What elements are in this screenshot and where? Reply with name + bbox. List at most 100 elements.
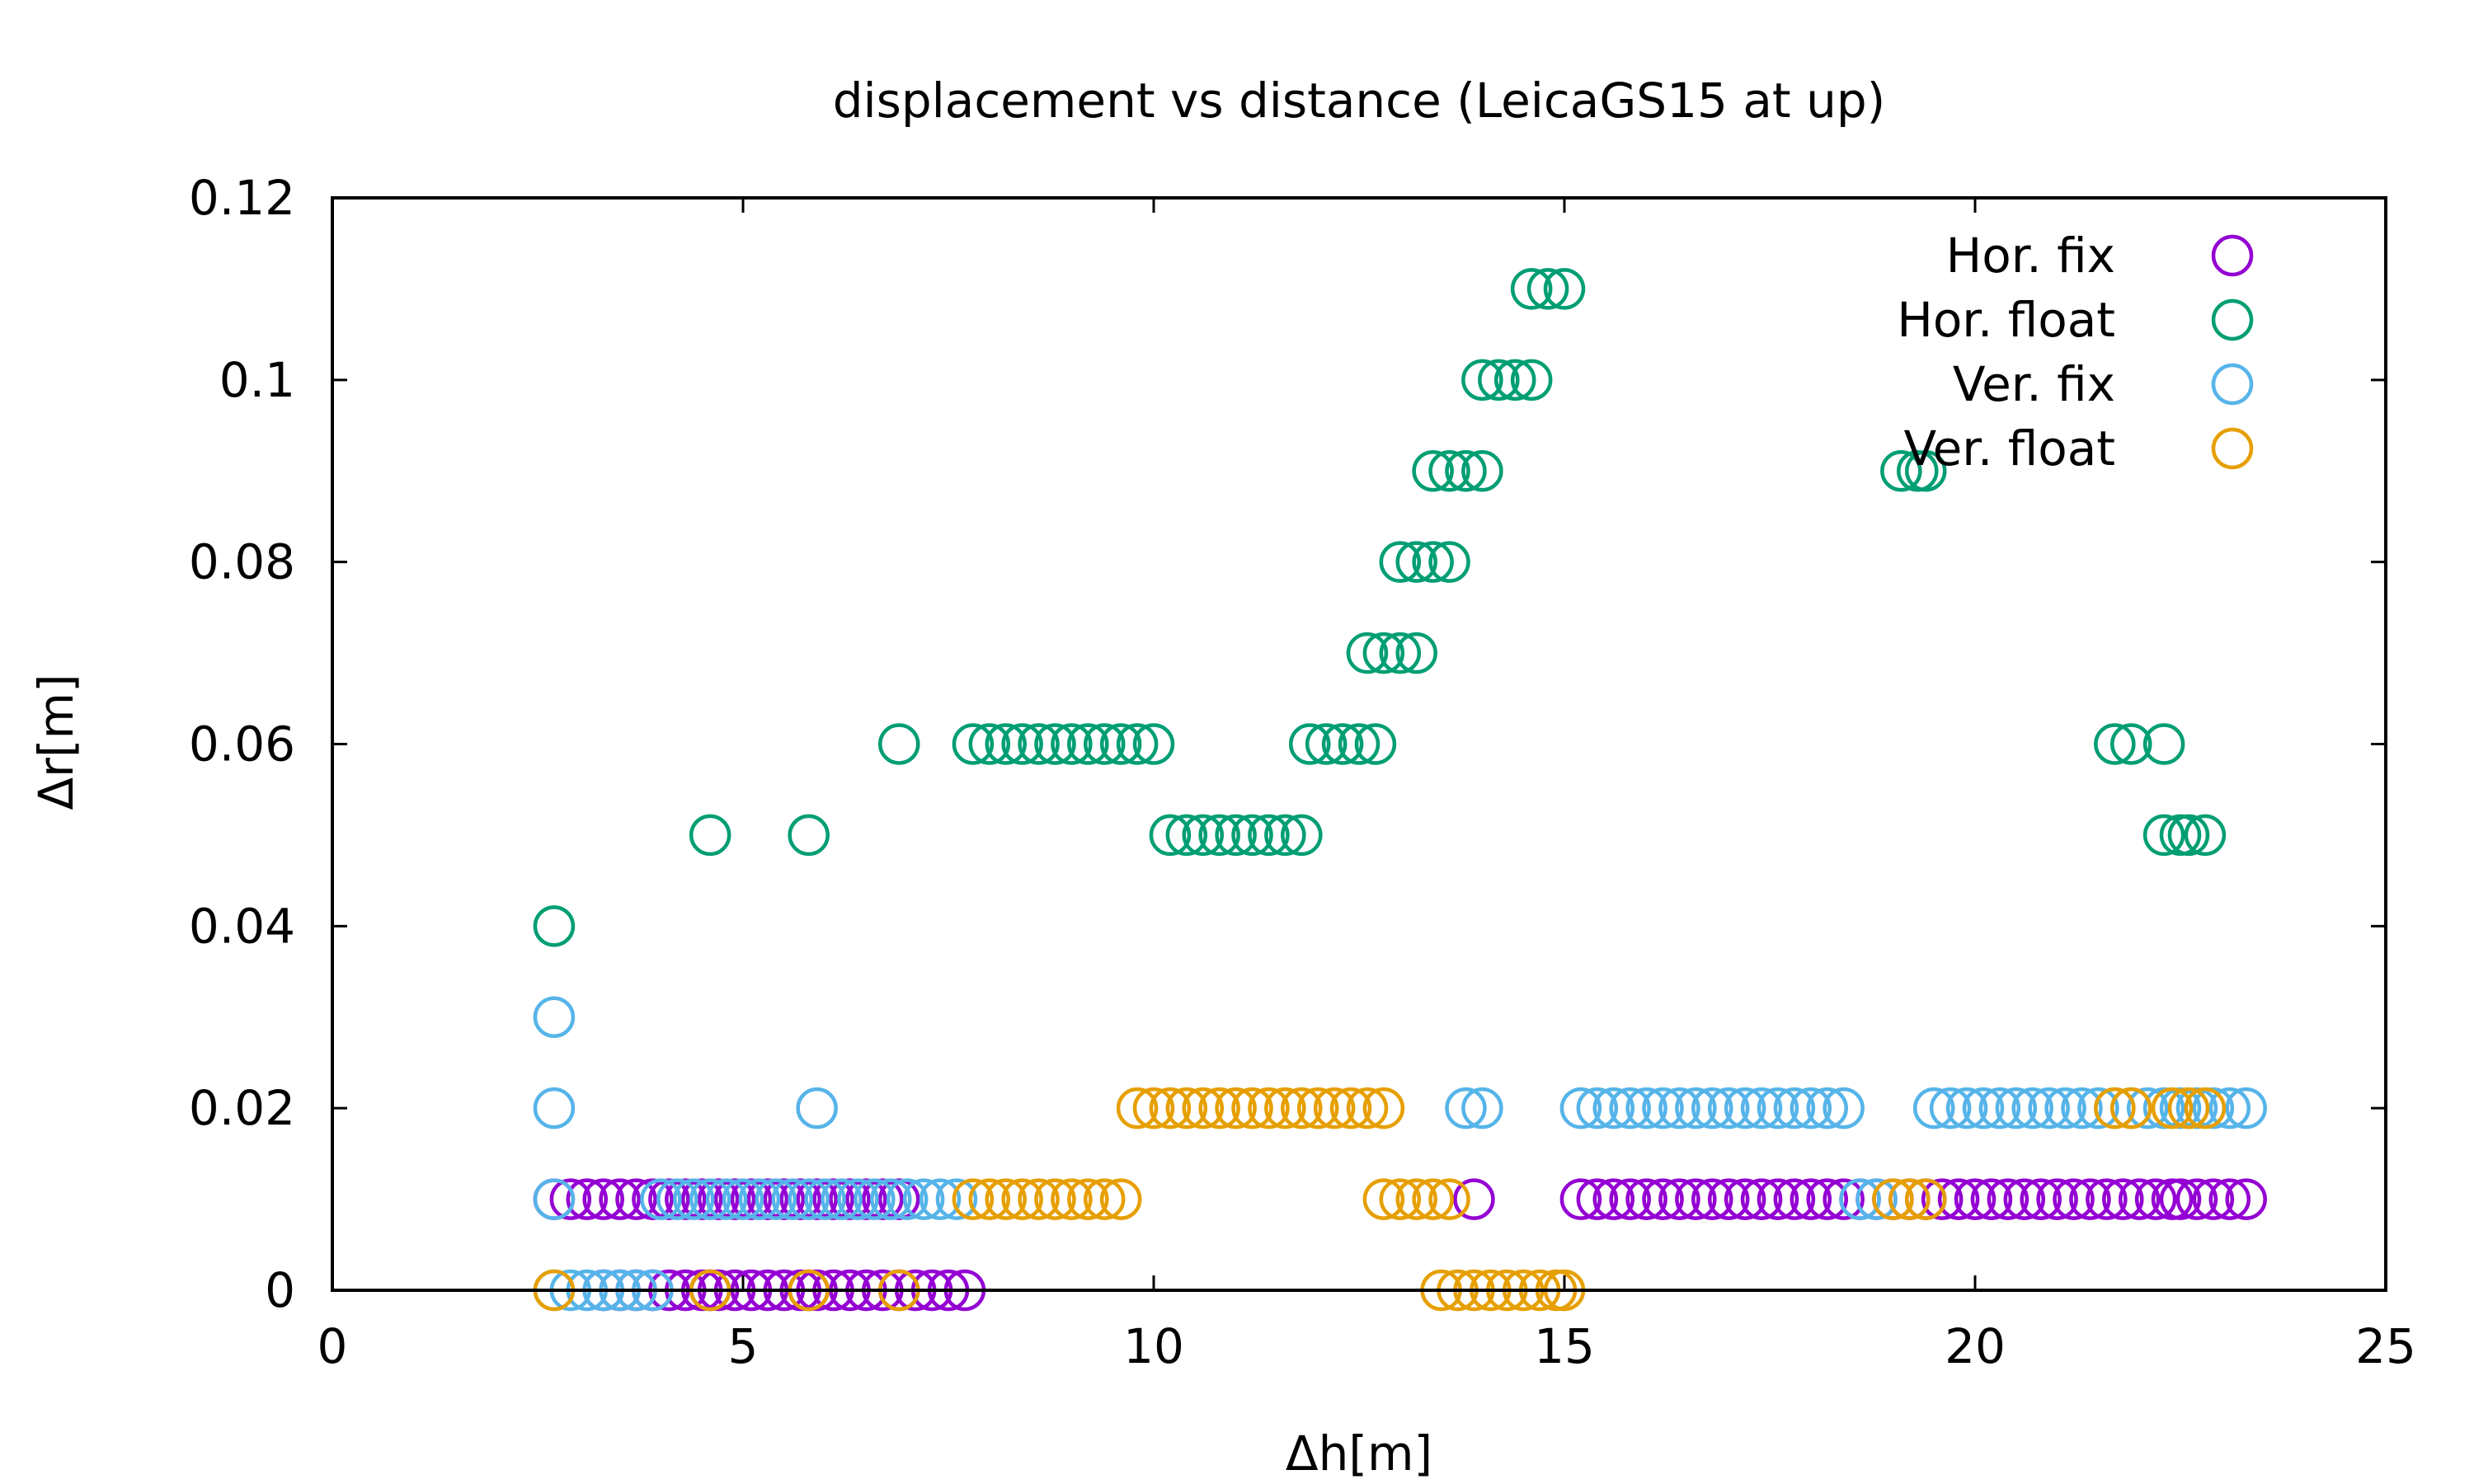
data-point xyxy=(1412,541,1454,583)
data-point xyxy=(1995,1087,2038,1129)
data-point xyxy=(1132,1087,1175,1129)
data-point xyxy=(952,723,995,765)
data-point xyxy=(1001,723,1043,765)
data-point xyxy=(672,1178,715,1220)
data-point xyxy=(1987,1178,2030,1220)
data-point xyxy=(2142,723,2185,765)
legend-marker xyxy=(2211,427,2254,470)
data-point xyxy=(1083,723,1126,765)
data-point xyxy=(722,1178,764,1220)
y-tick-label: 0.06 xyxy=(189,716,295,773)
data-point xyxy=(533,1178,576,1220)
legend-label: Hor. float xyxy=(1897,292,2115,348)
data-point xyxy=(2225,1178,2267,1220)
data-point xyxy=(854,1178,896,1220)
data-point xyxy=(1707,1178,1750,1220)
data-point xyxy=(1428,541,1470,583)
plot-layer xyxy=(533,268,2267,1312)
data-point xyxy=(1757,1178,1799,1220)
data-point xyxy=(1001,1178,1043,1220)
series-4 xyxy=(533,1087,2227,1312)
data-point xyxy=(705,1178,748,1220)
data-point xyxy=(796,1087,838,1129)
data-point xyxy=(2109,723,2152,765)
data-point xyxy=(952,1178,995,1220)
data-point xyxy=(1912,1087,1955,1129)
data-point xyxy=(1724,1087,1766,1129)
legend-marker xyxy=(2211,363,2254,406)
data-point xyxy=(1461,450,1503,492)
data-point xyxy=(1625,1178,1667,1220)
data-point xyxy=(2225,1087,2267,1129)
data-point xyxy=(1872,1178,1914,1220)
data-point xyxy=(1773,1178,1816,1220)
data-point xyxy=(1346,1087,1389,1129)
data-point xyxy=(1198,814,1240,857)
data-point xyxy=(755,1178,797,1220)
data-point xyxy=(1559,1178,1602,1220)
y-tick-label: 0.04 xyxy=(189,898,295,954)
data-point xyxy=(1321,723,1364,765)
data-point xyxy=(1970,1178,2013,1220)
data-point xyxy=(1379,632,1422,674)
data-point xyxy=(1231,1087,1273,1129)
data-point xyxy=(1880,450,1922,492)
data-point xyxy=(533,1087,576,1129)
data-point xyxy=(1198,1087,1240,1129)
data-point xyxy=(1790,1178,1832,1220)
data-point xyxy=(549,1178,592,1220)
data-point xyxy=(1362,632,1405,674)
data-point xyxy=(2167,814,2210,857)
data-point xyxy=(1018,1178,1060,1220)
data-point xyxy=(1362,1178,1405,1220)
data-point xyxy=(2036,1178,2078,1220)
data-point xyxy=(1182,1087,1225,1129)
data-point xyxy=(2020,1178,2062,1220)
data-point xyxy=(1116,723,1159,765)
data-point xyxy=(1099,723,1142,765)
data-point xyxy=(1675,1087,1717,1129)
data-point xyxy=(1592,1178,1635,1220)
data-point xyxy=(1165,814,1208,857)
data-point xyxy=(2053,1178,2095,1220)
data-point xyxy=(1288,723,1331,765)
axes-layer: 0 5 10 15 20 25 0 0.02 0.04 0.06 0.08 0.1 0.12 xyxy=(189,170,2416,1374)
data-point xyxy=(582,1178,624,1220)
x-tick-label: 10 xyxy=(1123,1318,1184,1374)
legend-marker xyxy=(2211,234,2254,277)
data-point xyxy=(1978,1087,2021,1129)
data-point xyxy=(1478,359,1520,402)
data-point xyxy=(1132,723,1175,765)
data-point xyxy=(2192,1178,2235,1220)
data-point xyxy=(2061,1087,2103,1129)
data-point xyxy=(2094,723,2136,765)
data-point xyxy=(1806,1178,1848,1220)
data-point xyxy=(1313,1087,1356,1129)
data-point xyxy=(1034,1178,1076,1220)
data-point xyxy=(1740,1178,1783,1220)
data-point xyxy=(1461,359,1503,402)
data-point xyxy=(1305,723,1348,765)
x-tick-label: 15 xyxy=(1534,1318,1595,1374)
series-2 xyxy=(533,268,2227,947)
data-point xyxy=(1428,450,1470,492)
data-point xyxy=(2109,1087,2152,1129)
data-point xyxy=(1888,1178,1931,1220)
data-point xyxy=(1806,1087,1848,1129)
x-tick-label: 25 xyxy=(2355,1318,2416,1374)
data-point xyxy=(689,814,731,857)
data-point xyxy=(1248,1087,1290,1129)
data-point xyxy=(886,1178,929,1220)
data-point xyxy=(2044,1087,2086,1129)
data-point xyxy=(1067,1178,1109,1220)
y-tick-label: 0.08 xyxy=(189,534,295,590)
data-point xyxy=(2184,814,2227,857)
data-point xyxy=(1067,723,1109,765)
y-tick-label: 0.1 xyxy=(219,352,295,408)
data-point xyxy=(2086,1178,2128,1220)
data-point xyxy=(821,1178,863,1220)
data-point xyxy=(738,1178,781,1220)
data-point xyxy=(985,723,1027,765)
data-point xyxy=(1823,1178,1865,1220)
